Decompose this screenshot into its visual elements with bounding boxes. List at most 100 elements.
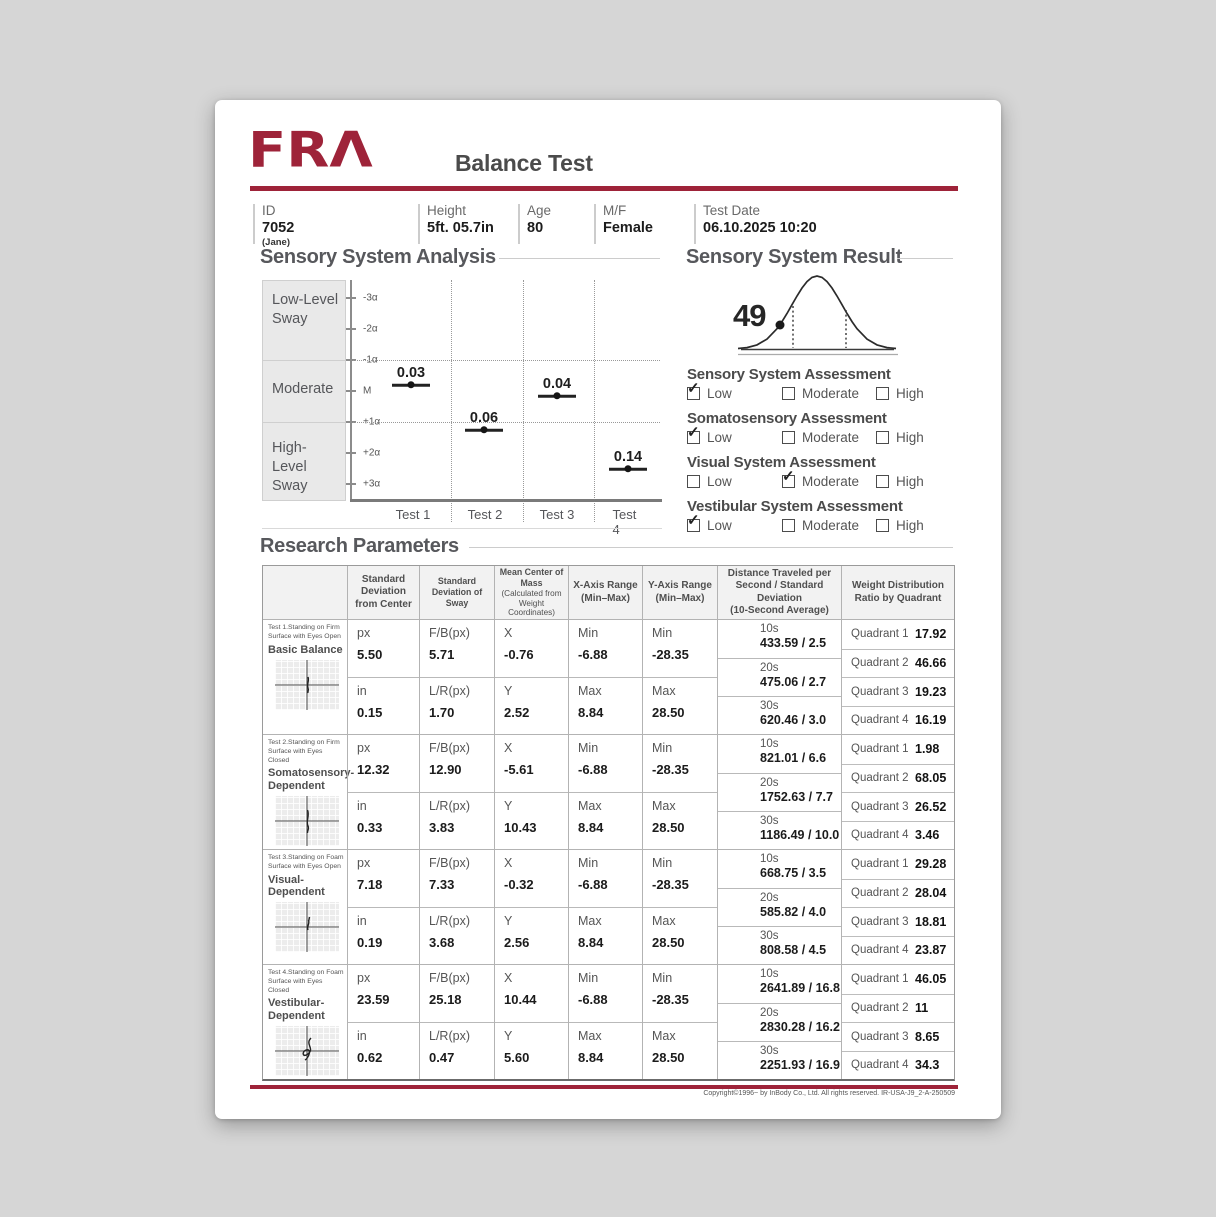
sd-center-cell: px 7.18 in 0.19 <box>347 850 419 964</box>
sex-label: M/F <box>603 203 627 218</box>
assessment-option-high[interactable]: ✓ High <box>876 474 924 489</box>
checkbox-icon[interactable]: ✓ <box>687 380 700 400</box>
cell-value: 28.50 <box>652 935 685 950</box>
time-label: 10s <box>760 853 779 865</box>
quadrant-label: Quadrant 3 <box>851 800 909 813</box>
header-cell: Standard Deviation from Center <box>347 566 419 619</box>
checkbox-icon[interactable]: ✓ <box>876 431 889 444</box>
divider <box>499 258 660 259</box>
sway-trace-icon <box>274 1025 339 1076</box>
assessment-option-low[interactable]: ✓ Low <box>687 474 782 489</box>
test-name: Visual-Dependent <box>268 873 325 898</box>
cell-value: 28.50 <box>652 705 685 720</box>
checkbox-icon[interactable]: ✓ <box>687 475 700 488</box>
assessment-section: Sensory System Assessment ✓ Low ✓ Modera… <box>687 366 955 401</box>
unit-label: px <box>357 626 371 640</box>
cell-value: 5.71 <box>429 647 455 662</box>
checkbox-icon[interactable]: ✓ <box>876 475 889 488</box>
checkbox-icon[interactable]: ✓ <box>782 431 795 444</box>
distance-cell: 10s 433.59 / 2.5 20s 475.06 / 2.7 30s 620.4… <box>717 620 841 734</box>
min-label: Min <box>652 856 673 870</box>
assessment-title: Visual System Assessment <box>687 454 876 471</box>
tick <box>346 483 356 485</box>
x-tick-label: Test 3 <box>539 507 575 522</box>
cell-value: 34.3 <box>915 1058 940 1073</box>
test-cell: Test 3.Standing on Foam Surface with Eye… <box>263 850 347 964</box>
test-description: Test 2.Standing on Firm Surface with Eye… <box>268 739 340 764</box>
divider <box>418 204 420 244</box>
center-of-mass-cell: X -0.32 Y 2.56 <box>494 850 568 964</box>
assessment-option-low[interactable]: ✓ Low <box>687 380 782 401</box>
cell-value: -28.35 <box>652 877 689 892</box>
quadrant-label: Quadrant 3 <box>851 915 909 928</box>
unit-label: px <box>357 971 371 985</box>
checkbox-icon[interactable]: ✓ <box>687 424 700 444</box>
cell-value: 29.28 <box>915 857 947 872</box>
y-range-cell: Min -28.35 Max 28.50 <box>642 850 717 964</box>
unit-label: in <box>357 1029 367 1043</box>
cell-value: -0.32 <box>504 877 534 892</box>
checkbox-icon[interactable]: ✓ <box>782 519 795 532</box>
assessment-option-low[interactable]: ✓ Low <box>687 512 782 533</box>
cell-value: 19.23 <box>915 684 947 699</box>
y-range-cell: Min -28.35 Max 28.50 <box>642 735 717 849</box>
tick <box>346 297 356 299</box>
quadrant-label: Quadrant 4 <box>851 1059 909 1072</box>
result-score: 49 <box>733 298 766 333</box>
assessment-option-moderate[interactable]: ✓ Moderate <box>782 430 876 445</box>
gridline <box>451 280 452 522</box>
checkbox-icon[interactable]: ✓ <box>876 387 889 400</box>
option-label: High <box>896 474 924 489</box>
assessment-option-moderate[interactable]: ✓ Moderate <box>782 386 876 401</box>
time-label: 30s <box>760 699 779 712</box>
column-title: Standard Deviation from Center <box>355 573 412 610</box>
band-low: Low-Level Sway <box>262 280 346 361</box>
assessment-option-high[interactable]: ✓ High <box>876 518 924 533</box>
min-label: Min <box>578 741 599 755</box>
header-cell: Standard Deviation of Sway <box>419 566 494 619</box>
assessment-option-moderate[interactable]: ✓ Moderate <box>782 518 876 533</box>
cell-value: 46.66 <box>915 656 947 671</box>
assessment-option-low[interactable]: ✓ Low <box>687 424 782 445</box>
assessment-option-high[interactable]: ✓ High <box>876 386 924 401</box>
assessment-option-high[interactable]: ✓ High <box>876 430 924 445</box>
cell-value: 2641.89 / 16.8 <box>760 981 840 995</box>
cell-value: 23.59 <box>357 992 390 1007</box>
assessment-section: Visual System Assessment ✓ Low ✓ Moderat… <box>687 454 955 489</box>
time-label: 20s <box>760 1006 779 1019</box>
age-label: Age <box>527 203 552 218</box>
check-icon: ✓ <box>687 512 700 529</box>
sd-sway-cell: F/B(px) 7.33 L/R(px) 3.68 <box>419 850 494 964</box>
cell-value: 1186.49 / 10.0 <box>760 827 840 842</box>
max-label: Max <box>578 799 602 813</box>
checkbox-icon[interactable]: ✓ <box>687 512 700 532</box>
patient-sex: M/F Female <box>603 203 653 236</box>
cell-value: 46.05 <box>915 972 947 987</box>
column-subtitle: (10-Second Average) <box>730 605 829 617</box>
assessment-options: ✓ Low ✓ Moderate ✓ High <box>687 512 955 533</box>
id-name: (Jane) <box>262 237 290 248</box>
unit-label: px <box>357 741 371 755</box>
y-range-cell: Min -28.35 Max 28.50 <box>642 620 717 734</box>
cell-value: 23.87 <box>915 943 947 958</box>
gridline <box>523 280 524 522</box>
time-label: 20s <box>760 661 779 674</box>
table-row: Test 4.Standing on Foam Surface with Eye… <box>263 964 954 1079</box>
test-cell: Test 1.Standing on Firm Surface with Eye… <box>263 620 347 734</box>
checkbox-icon[interactable]: ✓ <box>782 468 795 488</box>
quadrant-label: Quadrant 4 <box>851 714 909 727</box>
test-name: Somatosensory-Dependent <box>268 767 355 792</box>
cell-value: 8.84 <box>578 705 604 720</box>
cell-value: 0.15 <box>357 705 383 720</box>
header-cell: Mean Center of Mass (Calculated from Wei… <box>494 566 568 619</box>
test-name: Basic Balance <box>268 643 343 656</box>
cell-value: 620.46 / 3.0 <box>760 712 827 727</box>
quadrant-label: Quadrant 3 <box>851 1030 909 1043</box>
unit-label: in <box>357 684 367 698</box>
checkbox-icon[interactable]: ✓ <box>876 519 889 532</box>
assessment-option-moderate[interactable]: ✓ Moderate <box>782 468 876 489</box>
band-label: Moderate <box>272 381 334 397</box>
cell-value: -6.88 <box>578 647 608 662</box>
checkbox-icon[interactable]: ✓ <box>782 387 795 400</box>
